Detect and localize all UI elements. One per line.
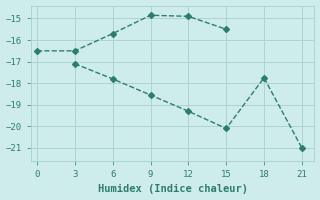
X-axis label: Humidex (Indice chaleur): Humidex (Indice chaleur) [98, 184, 248, 194]
